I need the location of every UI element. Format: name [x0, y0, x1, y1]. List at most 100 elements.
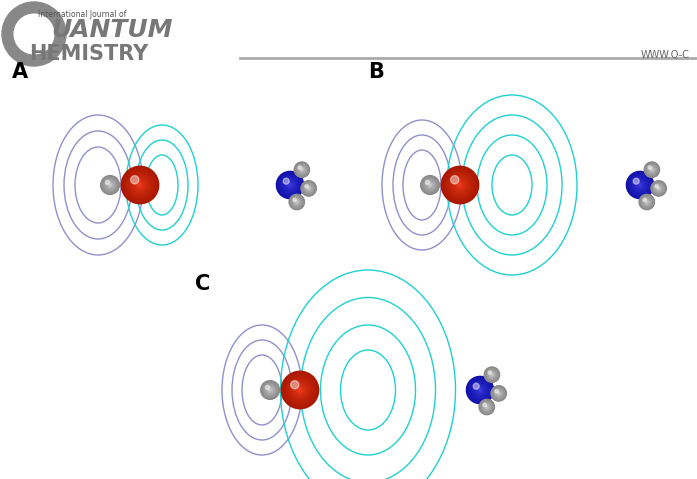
Circle shape	[644, 162, 659, 177]
Circle shape	[262, 382, 278, 398]
Circle shape	[108, 183, 112, 187]
Circle shape	[261, 381, 279, 399]
Circle shape	[496, 390, 502, 397]
Circle shape	[283, 373, 317, 407]
Circle shape	[654, 184, 663, 193]
Circle shape	[289, 195, 304, 209]
Circle shape	[282, 371, 319, 409]
Circle shape	[484, 367, 499, 382]
Circle shape	[107, 181, 114, 189]
Circle shape	[480, 389, 481, 391]
Circle shape	[640, 195, 654, 209]
Circle shape	[293, 384, 307, 397]
Circle shape	[263, 384, 277, 397]
Circle shape	[277, 171, 304, 199]
Circle shape	[652, 182, 665, 194]
Circle shape	[306, 186, 312, 191]
Circle shape	[493, 388, 505, 399]
Circle shape	[2, 2, 66, 66]
Circle shape	[496, 391, 501, 396]
Circle shape	[296, 164, 307, 175]
Circle shape	[651, 169, 653, 171]
Circle shape	[651, 181, 666, 196]
Circle shape	[636, 181, 644, 189]
Circle shape	[652, 182, 665, 195]
Circle shape	[132, 177, 148, 194]
Circle shape	[295, 163, 309, 177]
Circle shape	[474, 384, 486, 396]
Circle shape	[627, 171, 654, 199]
Circle shape	[294, 199, 300, 205]
Circle shape	[287, 377, 313, 403]
Circle shape	[648, 165, 657, 174]
Circle shape	[291, 196, 302, 208]
Circle shape	[280, 175, 300, 194]
Circle shape	[284, 180, 296, 191]
Circle shape	[284, 179, 296, 191]
Circle shape	[498, 392, 500, 395]
Circle shape	[483, 403, 491, 411]
Circle shape	[471, 381, 489, 399]
Circle shape	[296, 385, 305, 395]
Circle shape	[634, 180, 645, 191]
Circle shape	[654, 184, 664, 193]
Circle shape	[290, 195, 303, 208]
Circle shape	[641, 197, 652, 207]
Circle shape	[493, 388, 505, 399]
Circle shape	[642, 197, 652, 207]
Circle shape	[266, 385, 275, 395]
Circle shape	[657, 187, 660, 190]
Circle shape	[644, 199, 650, 205]
Circle shape	[655, 185, 662, 192]
Circle shape	[482, 402, 492, 412]
Circle shape	[427, 182, 433, 188]
Circle shape	[457, 181, 464, 189]
Circle shape	[482, 402, 491, 411]
Circle shape	[429, 184, 431, 186]
Circle shape	[487, 369, 497, 380]
Circle shape	[105, 180, 109, 184]
Circle shape	[265, 385, 275, 395]
Circle shape	[425, 180, 435, 190]
Circle shape	[489, 372, 495, 378]
Circle shape	[290, 380, 310, 400]
Circle shape	[298, 165, 307, 174]
Circle shape	[487, 369, 498, 380]
Circle shape	[128, 173, 152, 197]
Circle shape	[428, 183, 432, 187]
Circle shape	[422, 178, 438, 193]
Circle shape	[421, 176, 439, 194]
Circle shape	[130, 176, 149, 194]
Circle shape	[486, 406, 488, 408]
Circle shape	[658, 188, 659, 189]
Circle shape	[468, 378, 491, 401]
Circle shape	[104, 179, 116, 192]
Circle shape	[479, 399, 494, 415]
Circle shape	[299, 167, 305, 173]
Circle shape	[302, 182, 315, 194]
Circle shape	[267, 387, 273, 393]
Circle shape	[129, 174, 151, 196]
Circle shape	[109, 184, 111, 185]
Circle shape	[305, 184, 308, 188]
Circle shape	[491, 373, 493, 376]
Circle shape	[266, 386, 274, 394]
Circle shape	[426, 181, 434, 189]
Circle shape	[643, 198, 651, 206]
Circle shape	[630, 175, 650, 195]
Circle shape	[646, 164, 658, 176]
Circle shape	[104, 179, 116, 191]
Circle shape	[127, 172, 153, 198]
Circle shape	[477, 388, 483, 393]
Circle shape	[283, 178, 297, 192]
Text: UANTUM: UANTUM	[52, 18, 173, 42]
Circle shape	[295, 162, 309, 177]
Circle shape	[261, 382, 279, 399]
Circle shape	[429, 183, 431, 186]
Circle shape	[643, 199, 650, 205]
Circle shape	[298, 166, 306, 173]
Circle shape	[135, 180, 145, 190]
Circle shape	[293, 198, 296, 202]
Circle shape	[108, 182, 112, 187]
Circle shape	[467, 377, 493, 403]
